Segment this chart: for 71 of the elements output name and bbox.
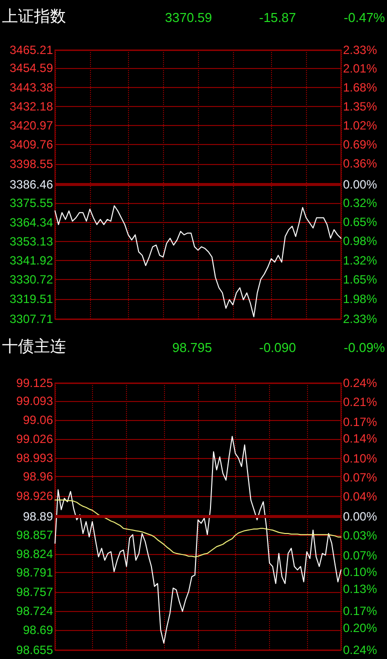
y-tick-label: 3341.92: [10, 254, 54, 268]
y2-tick-label: 0.10%: [343, 565, 378, 580]
y2-tick-label: 0.21%: [343, 394, 378, 409]
y-tick-label: 3375.55: [10, 196, 54, 210]
y2-tick-label: 0.07%: [343, 548, 378, 562]
y2-tick-label: 0.17%: [343, 414, 378, 429]
y-tick-label: 99.093: [16, 394, 54, 408]
y-tick-label: 98.757: [16, 585, 54, 600]
y2-tick-label: 1.98%: [343, 292, 378, 306]
y-tick-label: 3398.55: [10, 156, 54, 171]
y2-tick-label: 2.33%: [343, 43, 378, 57]
text: 98.795: [172, 340, 212, 355]
y2-tick-label: 0.00%: [343, 178, 378, 192]
line-series: [54, 205, 342, 318]
text: 3370.59: [165, 10, 212, 25]
y-tick-label: 98.89: [22, 510, 54, 524]
text: -0.47%: [344, 10, 386, 25]
y-tick-label: 98.724: [16, 604, 54, 618]
line-series: [54, 436, 342, 644]
y-tick-label: 98.791: [16, 566, 54, 580]
y-tick-label: 99.06: [22, 412, 54, 427]
y2-tick-label: 0.04%: [343, 489, 378, 504]
y2-tick-label: 0.14%: [343, 432, 378, 446]
y-tick-label: 98.655: [16, 643, 54, 657]
y-tick-label: 3432.18: [10, 99, 54, 114]
chart-title: 上证指数: [2, 8, 66, 26]
y2-tick-label: 1.35%: [343, 100, 378, 114]
y2-tick-label: 2.01%: [343, 61, 378, 76]
y-tick-label: 3409.76: [10, 138, 54, 152]
y-tick-label: 3420.97: [10, 118, 54, 133]
y2-tick-label: 0.24%: [343, 643, 378, 657]
y2-tick-label: 0.20%: [343, 620, 378, 635]
y-tick-label: 99.125: [16, 376, 54, 390]
y2-tick-label: 0.07%: [343, 470, 378, 485]
y2-tick-label: 0.36%: [343, 156, 378, 171]
y-tick-label: 3465.21: [10, 43, 54, 57]
y2-tick-label: 0.32%: [343, 196, 378, 210]
y2-tick-label: 0.00%: [343, 510, 378, 524]
chart-title: 十债主连: [2, 338, 66, 356]
y2-tick-label: 0.98%: [343, 234, 378, 248]
y2-tick-label: 0.69%: [343, 138, 378, 152]
y2-tick-label: 0.03%: [343, 528, 378, 542]
y-tick-label: 3353.13: [10, 234, 54, 248]
y2-tick-label: 0.10%: [343, 452, 378, 466]
y-tick-label: 99.026: [16, 432, 54, 446]
y2-tick-label: 0.65%: [343, 215, 378, 230]
y-tick-label: 3319.51: [10, 292, 54, 306]
y2-tick-label: 0.24%: [343, 376, 378, 390]
y-tick-label: 98.69: [22, 623, 54, 638]
y2-tick-label: 1.32%: [343, 254, 378, 268]
y-tick-label: 3307.71: [10, 312, 54, 326]
y2-tick-label: 1.02%: [343, 118, 378, 133]
y-tick-label: 98.96: [22, 470, 54, 484]
y-tick-label: 98.857: [16, 528, 54, 542]
y-tick-label: 3454.59: [10, 61, 54, 76]
y-tick-label: 3386.46: [10, 178, 54, 192]
y-tick-label: 98.926: [16, 489, 54, 504]
y-tick-label: 98.993: [16, 450, 54, 465]
line-series: [54, 500, 342, 558]
text: -0.090: [259, 340, 296, 355]
y2-tick-label: 0.17%: [343, 604, 378, 618]
y-tick-label: 3364.34: [10, 215, 54, 230]
text: -0.09%: [344, 340, 386, 355]
y2-tick-label: 1.68%: [343, 80, 378, 95]
y-tick-label: 3443.38: [10, 80, 54, 94]
y2-tick-label: 1.65%: [343, 272, 378, 287]
text: -15.87: [259, 10, 296, 25]
y-tick-label: 98.824: [16, 546, 54, 561]
y2-tick-label: 2.33%: [343, 312, 378, 326]
y-tick-label: 3330.72: [10, 272, 54, 287]
y2-tick-label: 0.13%: [343, 582, 378, 596]
